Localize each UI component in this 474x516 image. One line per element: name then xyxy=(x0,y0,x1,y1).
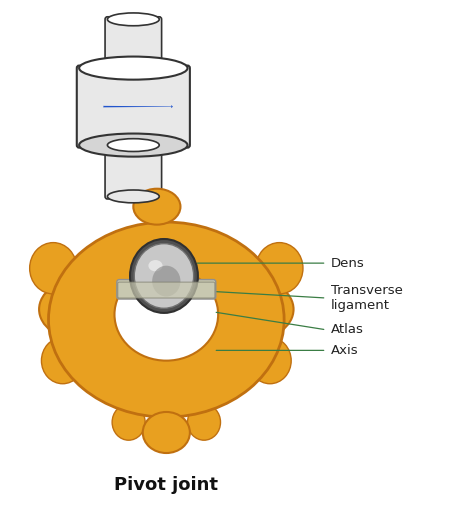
Ellipse shape xyxy=(115,268,218,361)
FancyArrowPatch shape xyxy=(103,105,173,108)
FancyBboxPatch shape xyxy=(117,280,216,299)
Circle shape xyxy=(152,266,181,297)
Ellipse shape xyxy=(108,190,159,203)
Ellipse shape xyxy=(39,279,124,340)
Ellipse shape xyxy=(143,412,190,453)
Circle shape xyxy=(130,239,198,313)
Ellipse shape xyxy=(249,337,291,384)
Ellipse shape xyxy=(148,260,163,271)
Text: Atlas: Atlas xyxy=(331,324,364,336)
Ellipse shape xyxy=(30,243,77,294)
FancyBboxPatch shape xyxy=(77,66,190,148)
Ellipse shape xyxy=(209,279,293,340)
Text: Transverse
ligament: Transverse ligament xyxy=(331,284,403,312)
Ellipse shape xyxy=(48,222,284,417)
FancyBboxPatch shape xyxy=(118,282,215,298)
FancyBboxPatch shape xyxy=(105,17,162,71)
Ellipse shape xyxy=(112,404,145,440)
Ellipse shape xyxy=(256,243,303,294)
Ellipse shape xyxy=(108,62,159,74)
Ellipse shape xyxy=(188,404,220,440)
Text: Dens: Dens xyxy=(331,256,365,270)
Text: Pivot joint: Pivot joint xyxy=(114,476,219,494)
Ellipse shape xyxy=(133,189,181,224)
Ellipse shape xyxy=(108,139,159,152)
Text: Axis: Axis xyxy=(331,344,359,357)
Ellipse shape xyxy=(41,337,84,384)
Ellipse shape xyxy=(108,13,159,26)
FancyBboxPatch shape xyxy=(105,142,162,199)
Circle shape xyxy=(134,244,194,308)
Ellipse shape xyxy=(79,57,188,79)
Ellipse shape xyxy=(79,134,188,157)
